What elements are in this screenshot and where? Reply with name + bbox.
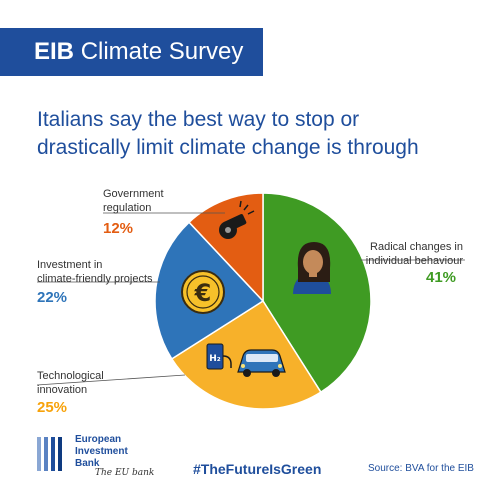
slice-value-regulation: 12% [103,220,134,237]
eib-logo-icon [37,437,62,471]
slice-label-behaviour: Radical changes in individual behaviour [365,241,463,267]
slice-label-technology: Technological innovation [37,370,104,396]
source-note: Source: BVA for the EIB [368,463,474,474]
banner-title: Climate Survey [80,38,244,65]
svg-text:H₂: H₂ [209,354,221,364]
headline: Italians say the best way to stop or dra… [37,106,487,162]
headline-line-1: Italians say the best way to stop or [37,108,360,131]
whistle-icon [219,200,255,239]
person-icon [293,242,331,294]
slice-value-technology: 25% [37,399,68,416]
headline-line-2: drastically limit climate change is thro… [37,136,419,159]
slice-value-behaviour: 41% [426,269,457,286]
slice-label-regulation: Government regulation [103,188,164,214]
leader-line-technology [36,374,186,386]
brand-name: EIB [34,38,75,65]
slice-value-investment: 22% [37,289,68,306]
title-banner: EIB Climate Survey [0,28,263,76]
slice-label-investment: Investment in climate-friendly projects [37,259,153,285]
svg-text:€: € [194,279,212,307]
eib-logo-text: European Investment Bank [75,434,128,469]
hydrogen-car-icon: H₂ [206,343,286,377]
hashtag: #TheFutureIsGreen [193,461,322,477]
eib-signature: The EU bank [95,468,155,478]
euro-coin-icon: € [181,270,225,314]
